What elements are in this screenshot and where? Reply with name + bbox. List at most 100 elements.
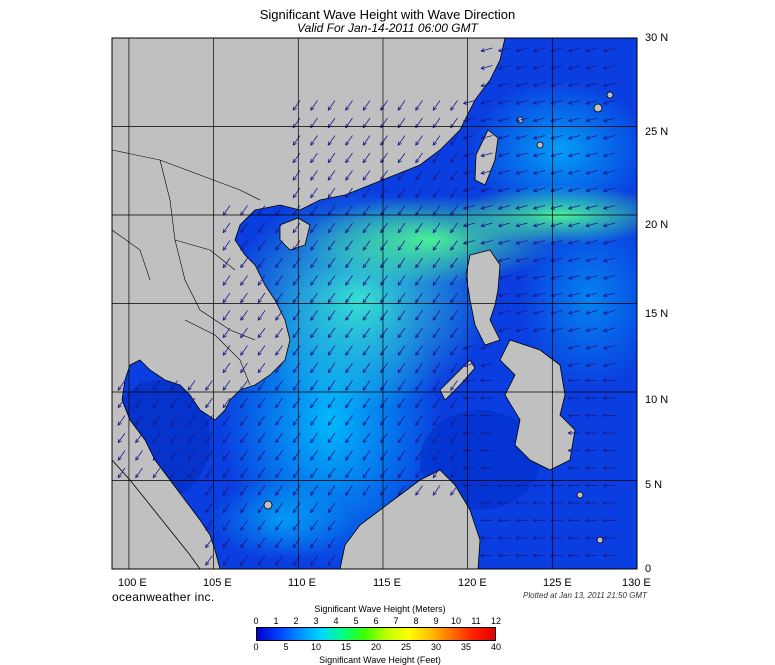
- wave-arrow: [257, 222, 266, 234]
- wave-arrow: [327, 467, 336, 479]
- wave-arrow: [585, 448, 598, 453]
- wave-arrow: [603, 152, 616, 158]
- wave-arrow: [327, 170, 336, 181]
- wave-arrow: [515, 483, 528, 488]
- meter-tick-label: 3: [313, 616, 319, 626]
- wave-arrow: [205, 502, 213, 514]
- wave-arrow: [498, 187, 511, 193]
- wave-arrow: [415, 292, 423, 304]
- lat-label-5n: 5 N: [645, 479, 663, 491]
- wave-arrow: [327, 485, 336, 496]
- wave-arrow: [602, 430, 615, 436]
- wave-arrow: [415, 310, 423, 321]
- wave-arrow: [480, 535, 493, 541]
- wave-arrow: [380, 257, 388, 269]
- wave-arrow: [310, 450, 318, 461]
- wave-arrow: [275, 537, 283, 549]
- wave-arrow: [345, 275, 353, 286]
- wave-arrow: [432, 257, 441, 269]
- wave-arrow: [292, 275, 301, 286]
- wave-arrow: [362, 432, 371, 444]
- wave-arrow: [585, 222, 598, 228]
- wave-arrow: [602, 395, 615, 401]
- wave-arrow: [462, 395, 475, 401]
- wave-arrow: [397, 362, 406, 374]
- wave-arrow: [432, 152, 441, 164]
- wave-arrow: [222, 257, 231, 269]
- wave-arrow: [292, 310, 301, 321]
- wave-arrow: [310, 467, 318, 479]
- lon-label-110e: 110 E: [288, 577, 316, 589]
- wave-arrow: [415, 397, 423, 409]
- wave-arrow: [380, 397, 388, 409]
- wave-arrow: [345, 467, 353, 479]
- wave-arrow: [568, 65, 581, 70]
- wave-arrow: [602, 465, 615, 471]
- wave-arrow: [135, 467, 143, 479]
- wave-arrow: [450, 310, 458, 321]
- lon-label-115e: 115 E: [373, 577, 401, 589]
- wave-arrow: [432, 135, 441, 146]
- wave-arrow: [240, 310, 248, 321]
- wave-arrow: [450, 170, 458, 181]
- wave-arrow: [257, 240, 266, 251]
- wave-arrow: [152, 415, 161, 426]
- wave-arrow: [585, 518, 598, 523]
- wave-arrow: [397, 292, 406, 304]
- wave-arrow: [603, 362, 616, 368]
- wave-arrow: [275, 380, 283, 391]
- wave-arrow: [135, 432, 143, 444]
- feet-tick-label: 15: [340, 642, 352, 652]
- wave-arrow: [240, 240, 248, 251]
- wave-arrow: [187, 397, 196, 409]
- wave-arrow: [135, 450, 143, 461]
- meter-tick-label: 4: [333, 616, 339, 626]
- wave-arrow: [480, 205, 493, 210]
- wave-arrow: [257, 537, 266, 549]
- wave-arrow: [397, 450, 406, 461]
- lat-lon-grid: [112, 38, 637, 569]
- wave-arrow: [292, 100, 301, 111]
- wave-arrow: [463, 187, 476, 193]
- wave-arrow: [380, 345, 388, 356]
- wave-arrow: [450, 152, 458, 164]
- wave-arrow: [345, 187, 353, 199]
- meter-tick-label: 2: [293, 616, 299, 626]
- wave-arrow: [515, 240, 528, 245]
- wave-arrow: [432, 345, 441, 356]
- wave-arrow: [397, 485, 406, 496]
- lat-label-15n: 15 N: [645, 308, 669, 320]
- wave-arrow: [497, 483, 510, 488]
- wave-arrow: [515, 187, 528, 193]
- wave-arrow: [415, 380, 423, 391]
- wave-arrow: [222, 222, 231, 234]
- wave-arrow: [585, 430, 598, 436]
- wave-arrow: [222, 432, 231, 444]
- wave-arrow: [310, 292, 318, 304]
- wave-arrow: [432, 432, 441, 444]
- wave-arrow: [380, 275, 388, 286]
- map-subtitle: Valid For Jan-14-2011 06:00 GMT: [297, 21, 478, 35]
- wave-arrow: [533, 170, 546, 175]
- wave-arrow: [515, 500, 528, 506]
- wave-arrow: [585, 100, 598, 105]
- wave-arrow: [362, 100, 371, 111]
- wave-arrow: [480, 345, 493, 350]
- wave-arrow: [397, 240, 406, 251]
- wave-arrow: [222, 450, 231, 461]
- meter-tick-label: 12: [490, 616, 502, 626]
- wave-arrow: [345, 257, 353, 269]
- wave-arrow: [327, 450, 336, 461]
- wave-arrow: [567, 483, 580, 488]
- wave-arrow: [362, 485, 371, 496]
- wave-arrow: [257, 415, 266, 426]
- map-frame: [111, 37, 638, 570]
- wave-arrow: [275, 520, 283, 531]
- wave-arrow: [257, 362, 266, 374]
- wave-arrow: [117, 380, 126, 391]
- wave-arrow: [415, 345, 423, 356]
- wave-arrow: [310, 327, 318, 339]
- wave-arrow: [463, 222, 476, 228]
- wave-arrow: [397, 467, 406, 479]
